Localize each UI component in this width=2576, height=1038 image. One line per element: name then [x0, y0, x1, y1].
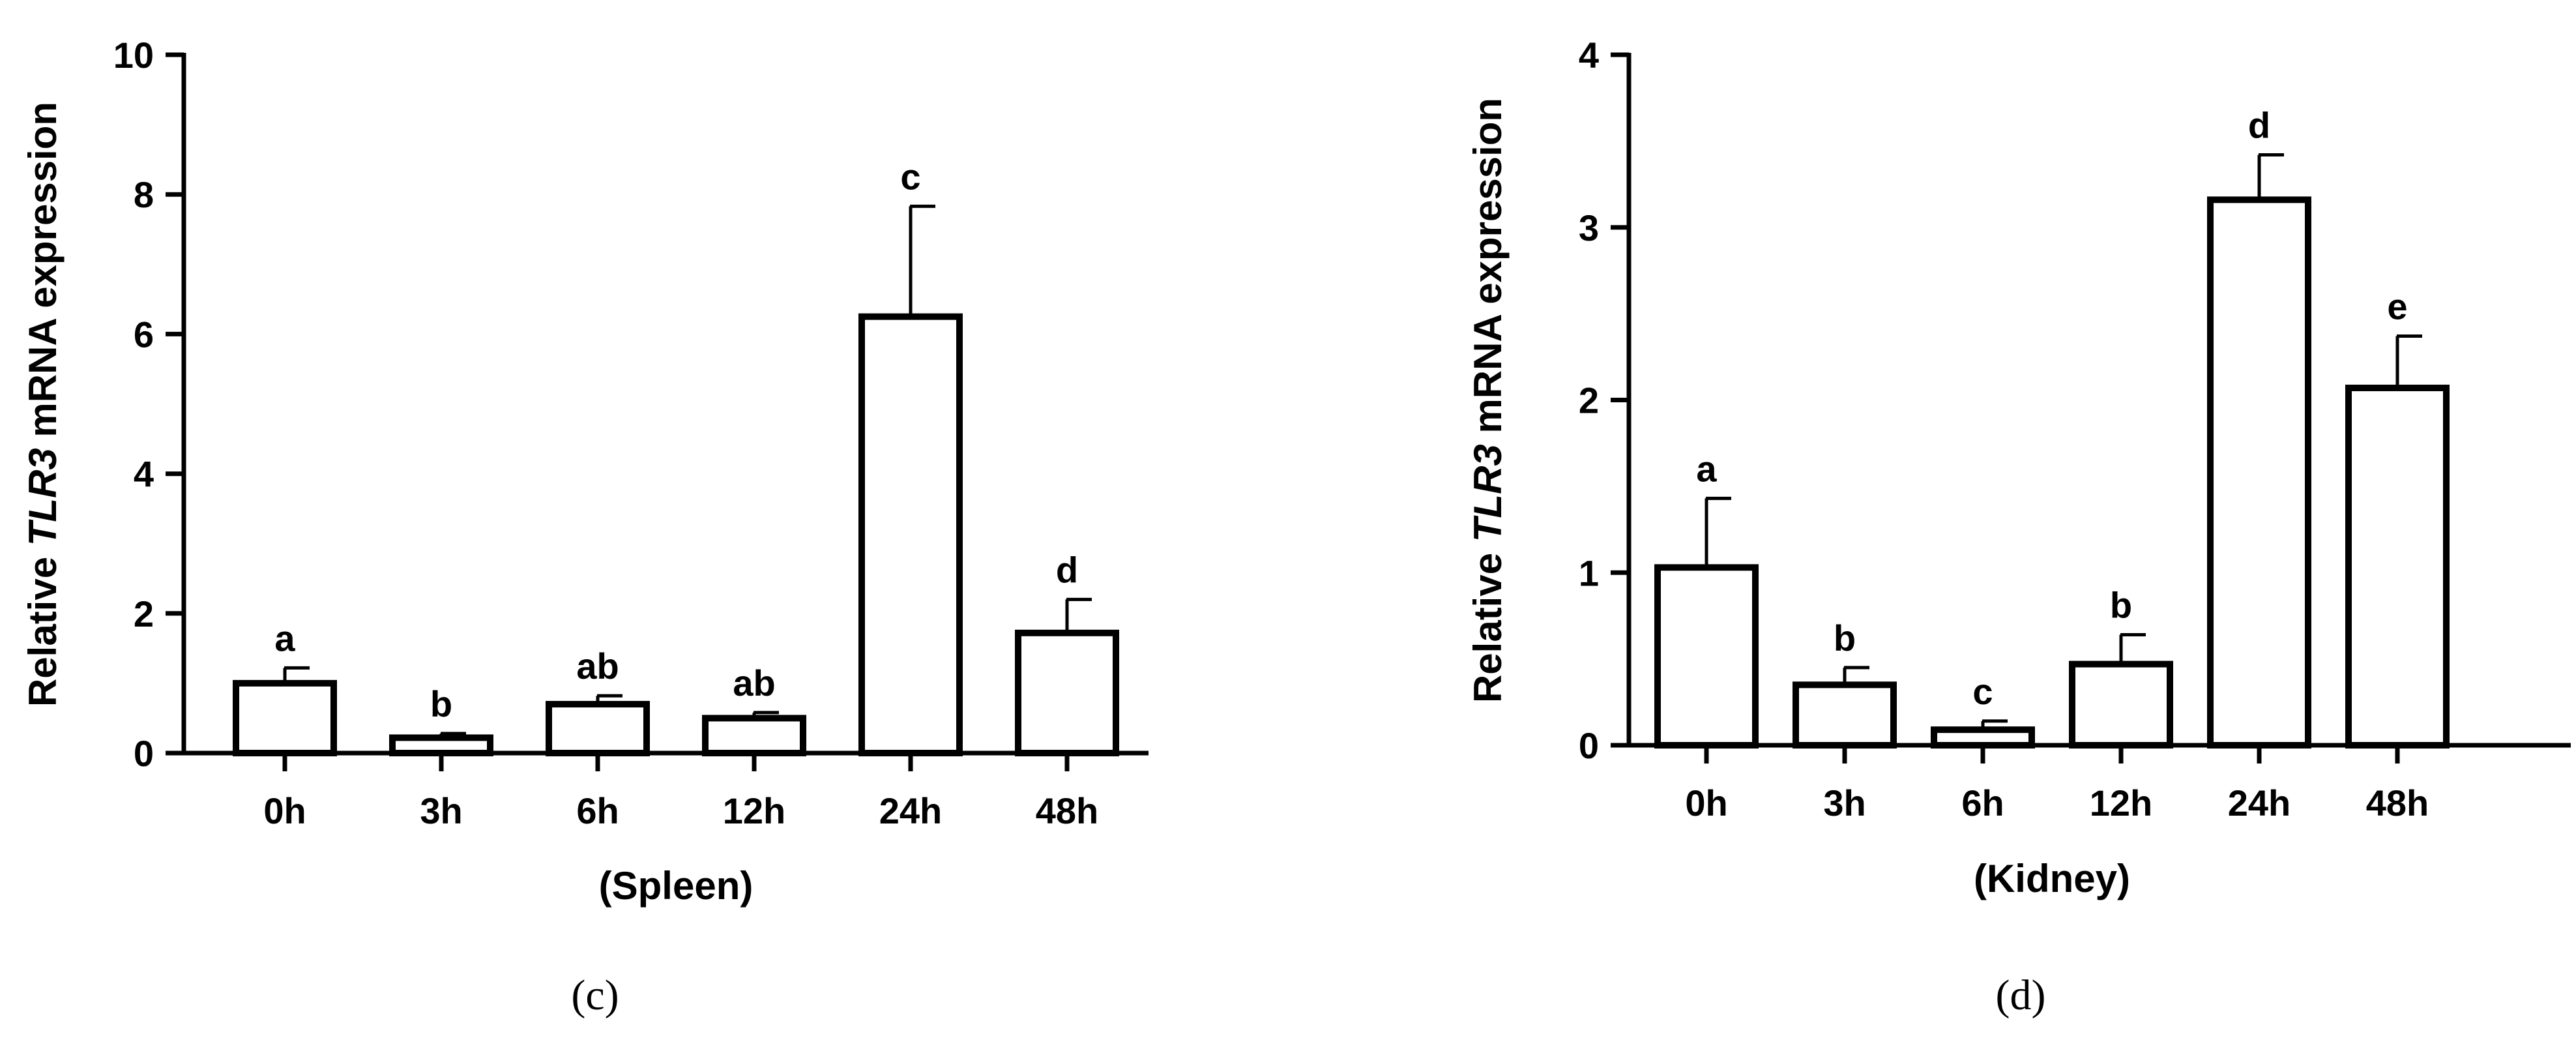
y-axis-title-prefix: Relative: [21, 546, 65, 707]
y-tick-label: 0: [1579, 725, 1599, 766]
x-axis-title: (Kidney): [1974, 857, 2130, 900]
x-tick-label: 48h: [2366, 782, 2429, 823]
y-tick-label: 4: [134, 454, 154, 495]
bar: [233, 679, 337, 757]
bar: [1654, 564, 1759, 749]
significance-label: b: [430, 683, 452, 724]
y-axis-title-gene: TLR3: [21, 448, 65, 546]
x-tick-label: 6h: [576, 790, 619, 831]
significance-label: ab: [576, 645, 619, 687]
bar: [2345, 384, 2450, 749]
y-axis-title-suffix: mRNA expression: [21, 102, 65, 448]
significance-label: d: [2248, 105, 2270, 146]
significance-label: b: [1834, 617, 1856, 659]
significance-label: b: [2110, 585, 2132, 626]
bar: [858, 313, 963, 756]
bar: [2069, 660, 2173, 749]
bar: [1015, 629, 1119, 757]
y-tick-label: 4: [1579, 35, 1599, 76]
significance-label: c: [1972, 671, 1993, 712]
bar: [1931, 726, 2035, 749]
x-tick-label: 3h: [420, 790, 462, 831]
significance-label: d: [1056, 549, 1078, 590]
y-tick-label: 0: [134, 733, 154, 774]
significance-label: e: [2387, 286, 2407, 327]
y-axis-title: Relative TLR3 mRNA expression: [21, 102, 65, 707]
y-tick-label: 8: [134, 174, 154, 215]
x-tick-label: 3h: [1823, 782, 1866, 823]
y-axis-title-suffix: mRNA expression: [1466, 98, 1510, 444]
y-axis-title-prefix: Relative: [1466, 542, 1510, 703]
y-axis-title-gene: TLR3: [1466, 444, 1510, 542]
x-tick-label: 6h: [1961, 782, 2004, 823]
x-tick-label: 48h: [1036, 790, 1099, 831]
x-tick-label: 0h: [1685, 782, 1727, 823]
significance-label: a: [274, 617, 295, 659]
bar: [389, 734, 493, 756]
y-tick-label: 1: [1579, 552, 1599, 593]
bar: [702, 715, 806, 756]
panel-label: (d): [1996, 971, 2046, 1019]
chart-panel-kidney: 0 1 2 3 4 a 0h b 3h c 6h b 12h d 24h e 48h Relative TLR3 …: [1466, 35, 2571, 1019]
significance-label: c: [900, 156, 920, 197]
y-tick-label: 2: [1579, 380, 1599, 421]
significance-label: ab: [733, 662, 775, 704]
x-tick-label: 12h: [723, 790, 786, 831]
x-axis-title: (Spleen): [599, 864, 754, 908]
x-tick-label: 12h: [2090, 782, 2153, 823]
bar: [1793, 681, 1897, 749]
y-tick-label: 3: [1579, 207, 1599, 248]
y-axis-title: Relative TLR3 mRNA expression: [1466, 98, 1510, 703]
y-tick-label: 2: [134, 593, 154, 634]
chart-panel-spleen: 0 2 4 6 8 10 a 0h b 3h ab 6h ab 12h c 24h d 48h Relative T…: [21, 35, 1149, 1019]
x-tick-label: 24h: [879, 790, 943, 831]
bar: [2207, 196, 2311, 749]
bar: [546, 701, 650, 757]
significance-label: a: [1696, 448, 1717, 489]
x-tick-label: 24h: [2228, 782, 2291, 823]
x-tick-label: 0h: [263, 790, 306, 831]
panel-label: (c): [571, 971, 619, 1019]
y-tick-label: 6: [134, 314, 154, 355]
y-tick-label: 10: [113, 35, 154, 76]
